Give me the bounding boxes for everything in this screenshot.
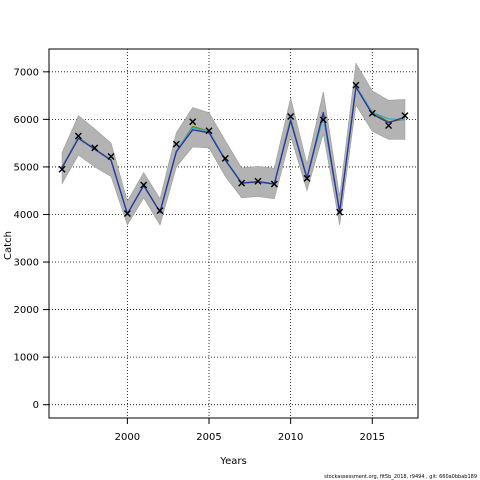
y-tick-label: 2000 [14,305,39,316]
observed-point [319,116,327,124]
y-tick-label: 0 [33,400,39,411]
y-tick-label: 5000 [14,162,39,173]
y-tick-label: 7000 [14,67,39,78]
footer-credit: stockassessment.org, fit5b_2018, r9494 ,… [324,474,477,480]
y-tick-label: 4000 [14,210,39,221]
observed-point [270,180,278,188]
x-axis-label: Years [219,456,246,467]
x-tick-label: 2000 [115,432,140,443]
observed-markers [58,81,409,218]
y-tick-label: 3000 [14,258,39,269]
confidence-band [61,62,406,226]
x-tick-label: 2005 [196,432,221,443]
observed-point [189,118,197,126]
x-tick-label: 2015 [360,432,385,443]
observed-point [58,165,66,173]
series-line-3 [61,85,406,216]
y-tick-label: 6000 [14,115,39,126]
y-axis: 0 1000 2000 3000 4000 5000 6000 7000 [14,67,49,411]
observed-point [74,132,82,140]
y-tick-label: 1000 [14,353,39,364]
observed-point [401,112,409,120]
observed-point [205,127,213,135]
observed-point [352,81,360,89]
plot-frame [48,48,419,419]
observed-point [172,140,180,148]
observed-point [385,122,393,130]
observed-point [238,179,246,187]
observed-point [368,109,376,117]
x-tick-label: 2010 [278,432,303,443]
y-axis-label: Catch [3,231,14,260]
observed-point [107,152,115,160]
observed-point [254,177,262,185]
observed-point [123,210,131,218]
observed-point [303,174,311,182]
observed-point [221,154,229,162]
observed-point [287,113,295,121]
observed-point [156,207,164,215]
series-lines [61,84,406,216]
observed-point [336,208,344,216]
observed-point [140,181,148,189]
x-axis: 2000 2005 2010 2015 [115,418,385,443]
observed-point [91,144,99,152]
